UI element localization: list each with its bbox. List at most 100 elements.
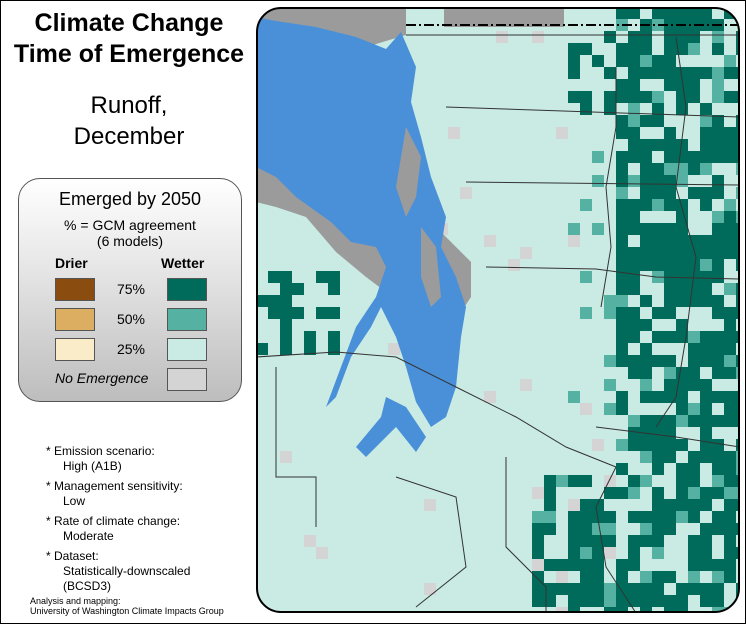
map-cell [580, 547, 592, 559]
map-cell [736, 607, 739, 612]
map-cell [712, 463, 724, 475]
county-borders [257, 34, 739, 612]
map-cell [700, 103, 712, 115]
map-cell [604, 379, 616, 391]
map-cells [257, 8, 739, 612]
map-cell [568, 511, 580, 523]
legend-wetter-label: Wetter [161, 255, 205, 271]
island-b [421, 227, 441, 307]
map-cell [616, 559, 628, 571]
map-cell [640, 163, 652, 175]
note-value: Moderate [63, 529, 114, 543]
map-cell [712, 367, 724, 379]
credit-line-2: University of Washington Climate Impacts… [30, 606, 224, 616]
map-cell [652, 67, 664, 79]
map-cell [700, 379, 712, 391]
map-cell [616, 355, 628, 367]
map-cell [736, 259, 739, 271]
no-data-top [444, 8, 564, 27]
map-cell [712, 439, 724, 451]
map-cell [616, 487, 628, 499]
map-cell [328, 307, 340, 319]
title-line-2: Time of Emergence [13, 40, 245, 68]
map-cell [724, 211, 736, 223]
map-cell [736, 451, 739, 463]
map-cell [688, 31, 700, 43]
map-cell [257, 295, 268, 307]
map-cell [688, 571, 700, 583]
map-cell [640, 199, 652, 211]
map-cell [652, 163, 664, 175]
map-cell [580, 103, 592, 115]
note-label: * Emission scenario: [46, 444, 155, 458]
map-cell [640, 451, 652, 463]
map-cell [604, 595, 616, 607]
map-cell [712, 511, 724, 523]
map-cell [628, 595, 640, 607]
map-cell [604, 295, 616, 307]
map-cell [700, 8, 712, 19]
map-cell [532, 559, 544, 571]
map-cell [556, 571, 568, 583]
map-cell [604, 547, 616, 559]
map-cell [652, 583, 664, 595]
map-cell [724, 199, 736, 211]
map-cell [736, 499, 739, 511]
map-cell [628, 331, 640, 343]
map-cell [628, 103, 640, 115]
map-cell [580, 307, 592, 319]
map-cell [700, 271, 712, 283]
legend-drier-label: Drier [55, 255, 88, 271]
map-cell [688, 379, 700, 391]
map-cell [700, 199, 712, 211]
map-cell [652, 55, 664, 67]
legend-level-50: 50% [116, 311, 146, 327]
map-cell [688, 415, 700, 427]
map-cell [664, 511, 676, 523]
map-cell [724, 367, 736, 379]
map-cell [640, 91, 652, 103]
map-cell [556, 127, 568, 139]
map-cell [664, 139, 676, 151]
map-cell [676, 79, 688, 91]
map-cell [688, 511, 700, 523]
map-cell [280, 343, 292, 355]
map-cell [640, 511, 652, 523]
water-strait [266, 27, 346, 107]
map-cell [328, 331, 340, 343]
map-cell [688, 451, 700, 463]
map-cell [712, 127, 724, 139]
map-cell [652, 391, 664, 403]
map-cell [724, 55, 736, 67]
swatch-wetter-25 [167, 338, 207, 361]
map-cell [688, 67, 700, 79]
map-cell [532, 571, 544, 583]
map-cell [280, 295, 292, 307]
map-cell [664, 67, 676, 79]
map-cell [664, 379, 676, 391]
map-cell [676, 67, 688, 79]
map-cell [736, 91, 739, 103]
map-cell [724, 475, 736, 487]
map-cell [724, 355, 736, 367]
map-cell [712, 43, 724, 55]
map-cell [664, 331, 676, 343]
map-cell [592, 571, 604, 583]
map-cell [664, 55, 676, 67]
map-cell [616, 235, 628, 247]
map-cell [724, 415, 736, 427]
map-cell [700, 355, 712, 367]
map-cell [328, 283, 340, 295]
map-cell [652, 427, 664, 439]
legend-level-25: 25% [116, 341, 146, 357]
map-cell [664, 355, 676, 367]
map-cell [568, 535, 580, 547]
map-cell [640, 439, 652, 451]
map-cell [736, 187, 739, 199]
map-cell [676, 607, 688, 612]
map-cell [520, 247, 532, 259]
map-cell [700, 499, 712, 511]
map-cell [640, 247, 652, 259]
map-cell [628, 91, 640, 103]
legend-subheading-line-1: % = GCM agreement [64, 217, 196, 233]
